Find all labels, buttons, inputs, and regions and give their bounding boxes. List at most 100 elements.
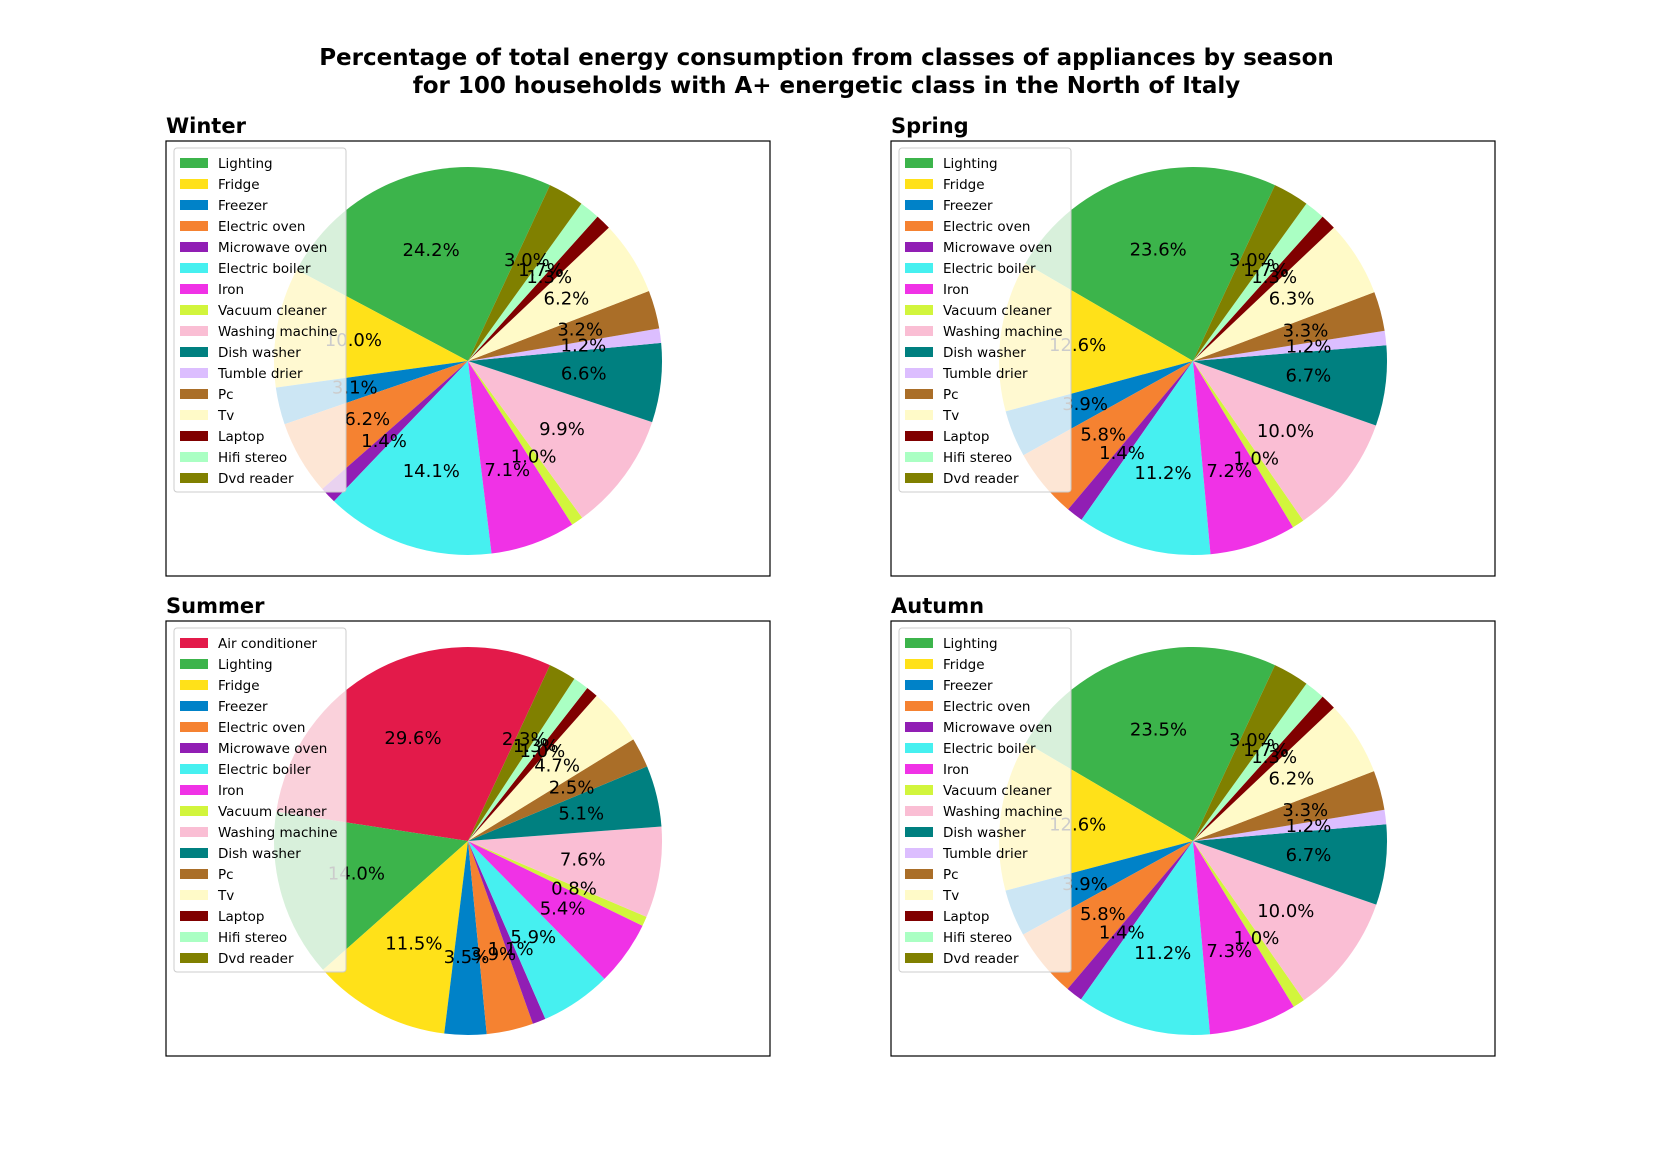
wedge-vacuum-cleaner: [468, 841, 647, 926]
wedge-laptop: [468, 216, 609, 361]
legend-swatch-laptop: [180, 911, 208, 921]
legend-swatch-freezer: [180, 200, 208, 210]
wedge-dvd-reader: [468, 665, 575, 841]
legend-swatch-dvd-reader: [905, 953, 933, 963]
panel-title-winter: Winter: [166, 114, 246, 138]
legend-label-washing-machine: Washing machine: [218, 324, 338, 340]
legend-label-lighting: Lighting: [218, 657, 273, 673]
legend-label-dvd-reader: Dvd reader: [943, 951, 1019, 967]
legend-label-electric-boiler: Electric boiler: [218, 762, 311, 778]
pct-label-electric-oven: 5.8%: [1080, 904, 1126, 925]
legend-label-laptop: Laptop: [943, 909, 990, 925]
pct-label-tumble-drier: 1.2%: [561, 335, 607, 356]
legend-label-fridge: Fridge: [943, 657, 985, 673]
wedge-pc: [468, 290, 660, 361]
legend-swatch-microwave-oven: [905, 722, 933, 732]
pct-label-electric-oven: 3.9%: [470, 944, 516, 965]
legend-label-fridge: Fridge: [943, 177, 985, 193]
legend-label-fridge: Fridge: [218, 678, 260, 694]
pct-label-lighting: 23.5%: [1130, 719, 1187, 740]
legend-swatch-fridge: [180, 680, 208, 690]
legend-swatch-tumble-drier: [180, 368, 208, 378]
legend-swatch-vacuum-cleaner: [180, 305, 208, 315]
pct-label-washing-machine: 10.0%: [1257, 901, 1314, 922]
legend-swatch-microwave-oven: [905, 242, 933, 252]
pct-label-laptop: 1.0%: [520, 741, 566, 762]
wedge-washing-machine: [468, 361, 653, 518]
legend-label-pc: Pc: [943, 387, 959, 403]
legend-swatch-microwave-oven: [180, 242, 208, 252]
pct-label-tv: 6.3%: [1269, 289, 1315, 310]
wedge-tumble-drier: [468, 328, 662, 361]
pie-panel-spring: 23.6%12.6%3.9%5.8%1.4%11.2% 7.2%1.0%10.0%…: [890, 140, 1496, 577]
legend-label-microwave-oven: Microwave oven: [218, 240, 327, 256]
pct-label-hifi-stereo: 1.7%: [518, 260, 564, 281]
legend-label-pc: Pc: [943, 867, 959, 883]
wedge-tv: [468, 695, 634, 841]
legend-swatch-dish-washer: [905, 827, 933, 837]
legend-swatch-iron: [180, 785, 208, 795]
legend-label-tumble-drier: Tumble drier: [217, 366, 303, 382]
pct-label-microwave-oven: 1.1%: [488, 939, 534, 960]
legend-swatch-dvd-reader: [180, 953, 208, 963]
wedge-pc: [1193, 292, 1385, 361]
wedge-electric-boiler: [1081, 841, 1211, 1035]
pct-label-tv: 4.7%: [534, 756, 580, 777]
wedge-microwave-oven: [1067, 841, 1193, 1000]
pct-label-laptop: 1.3%: [1251, 267, 1297, 288]
legend-label-iron: Iron: [943, 282, 969, 298]
legend-label-laptop: Laptop: [218, 429, 265, 445]
pct-label-dvd-reader: 3.0%: [504, 250, 550, 271]
wedge-electric-boiler: [334, 361, 492, 555]
pct-label-microwave-oven: 1.4%: [1099, 923, 1145, 944]
legend-label-dish-washer: Dish washer: [218, 345, 301, 361]
legend-label-electric-oven: Electric oven: [943, 699, 1030, 715]
pct-label-freezer: 3.9%: [1062, 874, 1108, 895]
legend-label-electric-oven: Electric oven: [218, 720, 305, 736]
legend-label-dvd-reader: Dvd reader: [218, 471, 294, 487]
wedge-laptop: [1193, 216, 1334, 361]
pct-label-tumble-drier: 1.2%: [1286, 337, 1332, 358]
legend-swatch-microwave-oven: [180, 743, 208, 753]
wedge-laptop: [1193, 696, 1334, 841]
pct-label-dvd-reader: 3.0%: [1229, 730, 1275, 751]
pct-label-laptop: 1.3%: [1251, 747, 1297, 768]
legend-swatch-pc: [905, 389, 933, 399]
wedge-dvd-reader: [468, 185, 582, 361]
pct-label-pc: 3.3%: [1283, 321, 1329, 342]
legend-label-laptop: Laptop: [218, 909, 265, 925]
pct-label-hifi-stereo: 1.3%: [513, 736, 559, 757]
legend-swatch-lighting: [905, 638, 933, 648]
wedge-washing-machine: [1193, 361, 1376, 521]
legend-swatch-dish-washer: [180, 848, 208, 858]
wedge-dish-washer: [468, 342, 662, 423]
legend-box: [173, 627, 347, 973]
pct-label-iron: 7.2%: [1206, 461, 1252, 482]
pct-label-laptop: 1.3%: [526, 267, 572, 288]
pct-label-iron: 5.4%: [540, 898, 586, 919]
pct-label-washing-machine: 10.0%: [1257, 421, 1314, 442]
legend-swatch-vacuum-cleaner: [180, 806, 208, 816]
pct-label-iron: 7.3%: [1206, 941, 1252, 962]
wedge-hifi-stereo: [1193, 203, 1323, 361]
wedge-dish-washer: [1193, 345, 1387, 426]
legend-label-hifi-stereo: Hifi stereo: [943, 450, 1012, 466]
legend-swatch-iron: [180, 284, 208, 294]
legend-swatch-vacuum-cleaner: [905, 785, 933, 795]
wedge-lighting: [296, 167, 550, 361]
wedge-microwave-oven: [1068, 361, 1193, 520]
figure-title: Percentage of total energy consumption f…: [0, 44, 1653, 100]
legend-swatch-freezer: [180, 701, 208, 711]
legend-label-electric-oven: Electric oven: [943, 219, 1030, 235]
legend-swatch-pc: [180, 869, 208, 879]
wedge-dvd-reader: [1193, 665, 1307, 841]
wedge-hifi-stereo: [1193, 683, 1323, 841]
legend-label-freezer: Freezer: [943, 678, 993, 694]
legend-box: [898, 627, 1072, 973]
wedge-microwave-oven: [468, 841, 546, 1024]
legend-swatch-freezer: [905, 680, 933, 690]
legend-label-electric-boiler: Electric boiler: [218, 261, 311, 277]
pct-label-air-conditioner: 29.6%: [384, 728, 441, 749]
legend-label-electric-boiler: Electric boiler: [943, 741, 1036, 757]
